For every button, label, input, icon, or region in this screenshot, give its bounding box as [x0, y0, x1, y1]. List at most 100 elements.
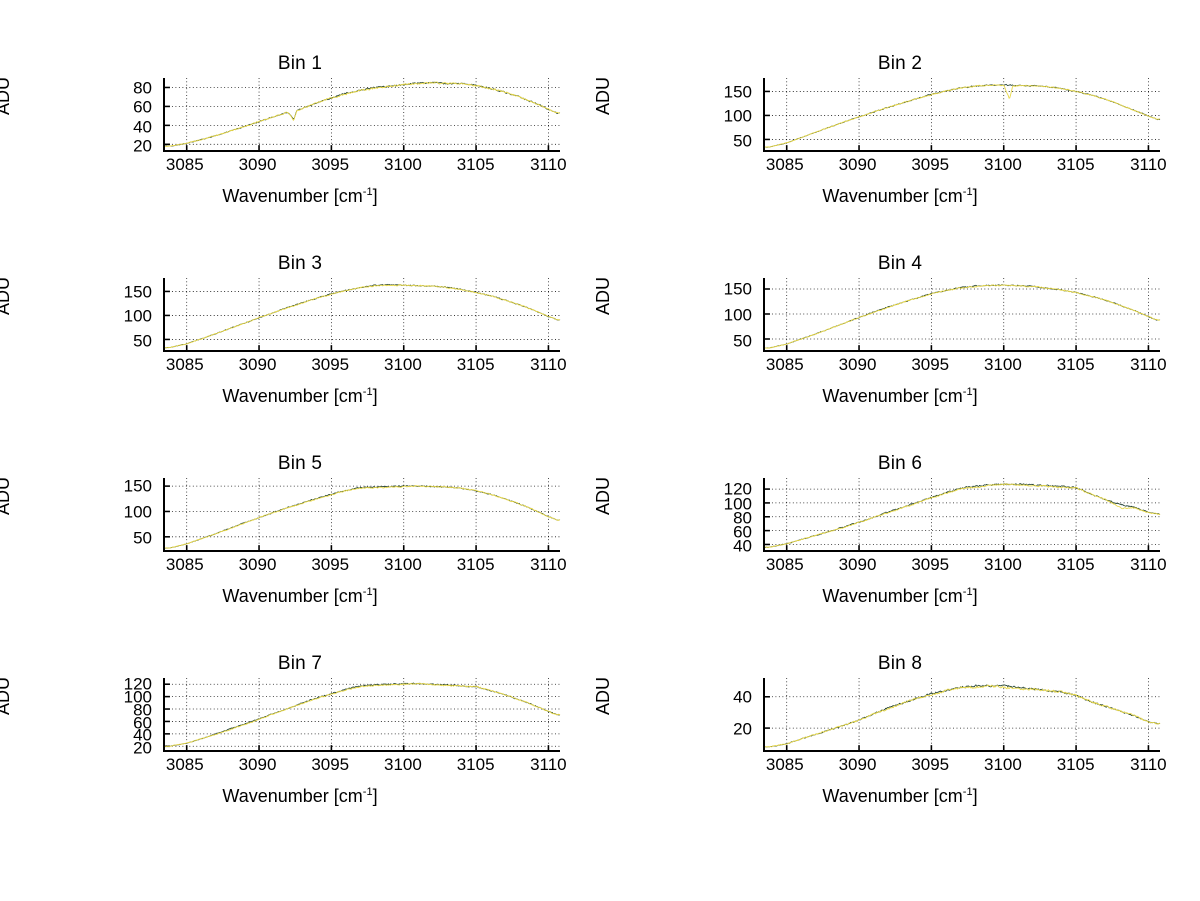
x-tick-label: 3105 [1056, 755, 1095, 774]
grid-lines [165, 278, 560, 350]
y-tick-label: 60 [133, 713, 152, 733]
x-tick-labels-6: 3085 3090 3095 3100 3105 3110 [763, 555, 1167, 579]
x-axis-label-5: Wavenumber [cm-1] [0, 585, 600, 607]
tick-marks [765, 90, 1150, 150]
x-axis-label-8: Wavenumber [cm-1] [600, 785, 1200, 807]
x-tick-label: 3105 [456, 555, 495, 574]
x-tick-label: 3090 [838, 355, 877, 374]
y-tick-labels-5: 50 100 150 [0, 478, 158, 552]
x-tick-labels-7: 3085 3090 3095 3100 3105 3110 [163, 755, 567, 779]
subplot-title-1: Bin 1 [277, 53, 323, 74]
x-tick-label: 3090 [238, 355, 277, 374]
series-spectrum-yellow [765, 484, 1160, 548]
x-axis-label-exponent: -1 [362, 786, 373, 798]
x-tick-label: 3100 [984, 755, 1022, 774]
tick-marks [765, 696, 1150, 750]
x-tick-label: 3105 [456, 755, 495, 774]
x-tick-label: 3085 [765, 555, 804, 574]
x-axis-label-4: Wavenumber [cm-1] [600, 385, 1200, 407]
x-tick-label: 3100 [384, 755, 422, 774]
y-tick-label: 80 [733, 508, 752, 528]
x-tick-label: 3100 [984, 355, 1022, 374]
y-tick-label: 40 [133, 117, 152, 137]
subplot-panel-3: Bin 3 ADU 50 100 150 3085 3090 3095 3100 3105 3110… [0, 245, 600, 445]
y-tick-label: 50 [133, 331, 152, 351]
x-tick-label: 3085 [765, 755, 804, 774]
y-tick-label: 120 [123, 674, 152, 694]
y-tick-label: 20 [133, 136, 152, 156]
x-tick-label: 3105 [456, 355, 495, 374]
subplot-title-8: Bin 8 [877, 653, 923, 674]
plot-area-2 [763, 78, 1160, 152]
x-axis-label-1: Wavenumber [cm-1] [0, 185, 600, 207]
x-tick-label: 3090 [838, 155, 877, 174]
x-tick-label: 3085 [165, 755, 204, 774]
x-tick-label: 3110 [530, 555, 567, 574]
series-spectrum-dark [165, 284, 560, 347]
x-tick-labels-1: 3085 3090 3095 3100 3105 3110 [163, 155, 567, 179]
x-tick-label: 3110 [530, 155, 567, 174]
y-tick-label: 60 [133, 97, 152, 117]
y-tick-label: 150 [723, 82, 752, 102]
x-axis-label-exponent: -1 [362, 586, 373, 598]
x-axis-label-7: Wavenumber [cm-1] [0, 785, 600, 807]
subplot-panel-6: Bin 6 ADU 40 60 80 100 120 3085 3090 3095 3100 3105… [593, 445, 1200, 645]
y-tick-labels-6: 40 60 80 100 120 [600, 478, 758, 556]
series-spectrum-yellow [765, 685, 1160, 747]
y-tick-label: 150 [123, 476, 152, 496]
y-tick-label: 100 [123, 306, 152, 326]
x-axis-label-exponent: -1 [962, 586, 973, 598]
x-tick-label: 3100 [384, 355, 422, 374]
y-tick-labels-3: 50 100 150 [0, 278, 158, 352]
subplot-panel-7: Bin 7 ADU 20 40 60 80 100 120 3085 3090 3095 3100 31… [0, 645, 600, 845]
x-tick-label: 3090 [238, 555, 277, 574]
x-axis-label-text: Wavenumber [cm [222, 386, 363, 406]
plot-area-5 [163, 478, 560, 552]
x-axis-label-exponent: -1 [962, 186, 973, 198]
x-tick-label: 3085 [765, 355, 804, 374]
plot-area-4 [763, 278, 1160, 352]
y-tick-label: 20 [133, 738, 152, 758]
x-tick-label: 3095 [911, 555, 950, 574]
subplot-panel-4: Bin 4 ADU 50 100 150 3085 3090 3095 3100 3105 3110… [593, 245, 1200, 445]
y-tick-labels-1: 20 40 60 80 [0, 78, 158, 156]
x-tick-label: 3090 [238, 155, 277, 174]
y-tick-labels-7: 20 40 60 80 100 120 [0, 674, 158, 757]
y-tick-label: 100 [723, 494, 752, 514]
y-tick-label: 40 [133, 725, 152, 745]
y-tick-label: 80 [133, 700, 152, 720]
subplot-panel-1: Bin 1 ADU 20 40 60 80 3085 3090 3095 3100 3105 3110… [0, 45, 600, 245]
x-tick-label: 3110 [530, 355, 567, 374]
x-axis-label-text: Wavenumber [cm [822, 786, 963, 806]
x-tick-label: 3105 [456, 155, 495, 174]
series-spectrum-yellow [165, 683, 560, 746]
x-tick-label: 3090 [838, 755, 877, 774]
y-tick-labels-2: 50 100 150 [600, 78, 758, 152]
x-axis-label-bracket: ] [372, 786, 378, 806]
y-tick-label: 150 [123, 282, 152, 302]
series-spectrum-yellow [765, 85, 1160, 148]
x-tick-label: 3105 [1056, 155, 1095, 174]
x-tick-label: 3110 [1130, 155, 1167, 174]
subplot-panel-8: Bin 8 ADU 20 40 3085 3090 3095 3100 3105 3110 Wave… [593, 645, 1200, 845]
x-tick-label: 3095 [911, 155, 950, 174]
x-tick-label: 3085 [165, 155, 204, 174]
series-spectrum-dark [765, 685, 1160, 747]
x-tick-labels-4: 3085 3090 3095 3100 3105 3110 [763, 355, 1167, 379]
x-axis-label-exponent: -1 [962, 786, 973, 798]
x-tick-label: 3100 [384, 155, 422, 174]
subplot-title-3: Bin 3 [277, 253, 323, 274]
series-spectrum-yellow [165, 82, 560, 146]
subplot-panel-2: Bin 2 ADU 50 100 150 3085 3090 3095 3100 3105 3110… [593, 45, 1200, 245]
y-tick-label: 150 [723, 279, 752, 299]
x-tick-labels-5: 3085 3090 3095 3100 3105 3110 [163, 555, 567, 579]
x-axis-label-bracket: ] [972, 186, 978, 206]
y-tick-label: 20 [733, 719, 752, 739]
y-tick-label: 50 [133, 528, 152, 548]
x-axis-label-bracket: ] [972, 386, 978, 406]
plot-area-1 [163, 78, 560, 152]
y-tick-label: 40 [733, 536, 752, 556]
x-axis-label-text: Wavenumber [cm [222, 186, 363, 206]
x-axis-label-text: Wavenumber [cm [222, 586, 363, 606]
tick-marks [765, 488, 1150, 550]
